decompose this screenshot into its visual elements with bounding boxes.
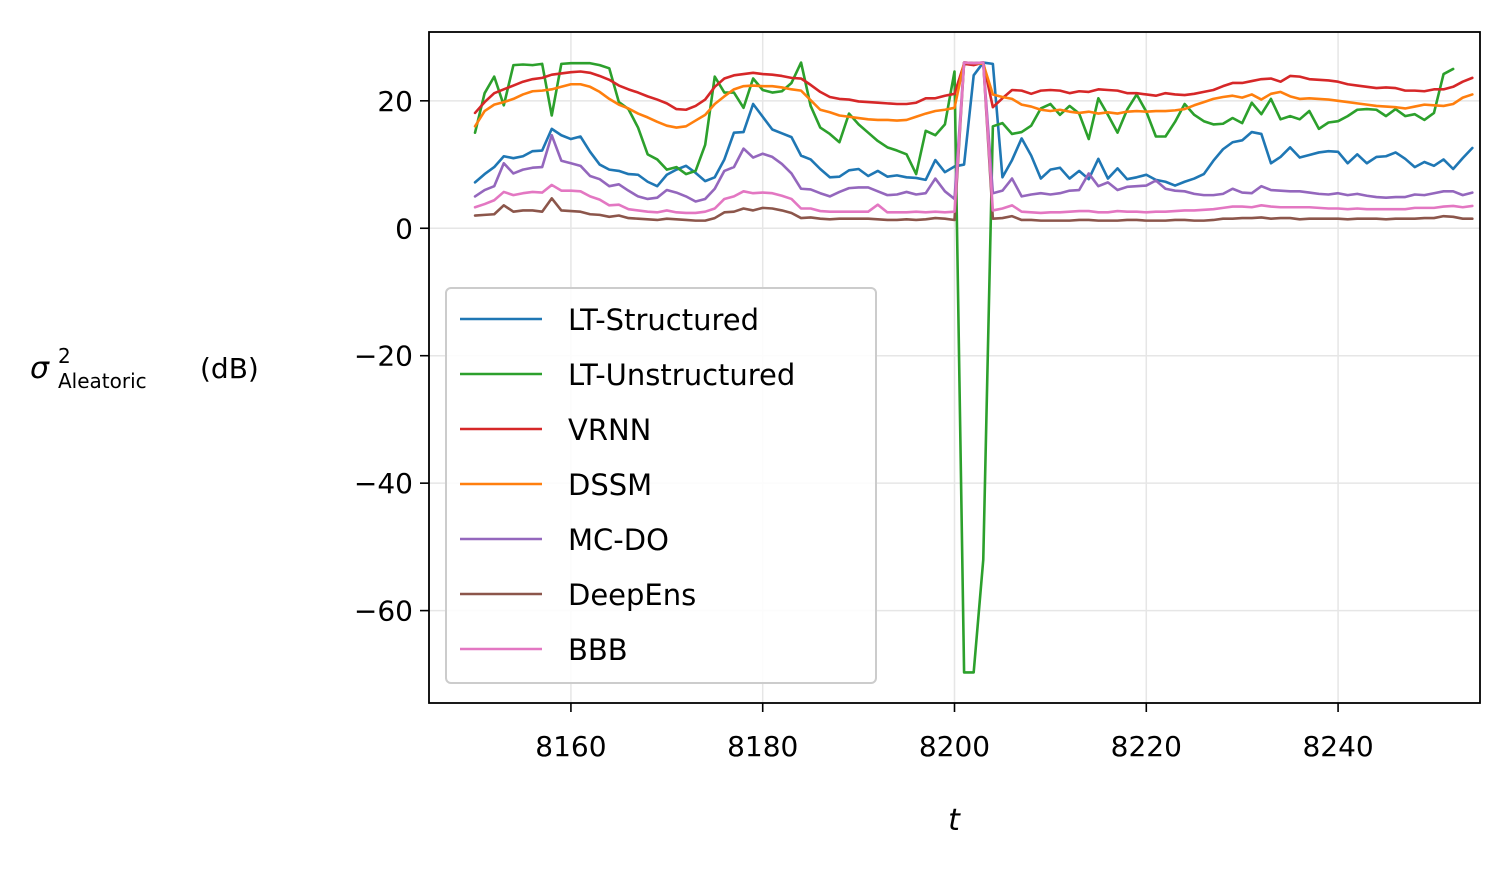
x-tick-label: 8200 bbox=[919, 730, 990, 763]
legend-item: LT-Unstructured bbox=[460, 358, 795, 392]
x-tick-label: 8220 bbox=[1111, 730, 1182, 763]
legend-label: DeepEns bbox=[568, 578, 696, 612]
y-axis-label-superscript: 2 bbox=[58, 344, 71, 368]
legend-label: LT-Structured bbox=[568, 303, 759, 337]
series-line-lt-structured bbox=[473, 61, 1474, 188]
series-line-lt-unstructured bbox=[473, 61, 1455, 674]
legend-item: LT-Structured bbox=[460, 303, 759, 337]
x-tick-label: 8180 bbox=[727, 730, 798, 763]
plot-area bbox=[473, 61, 1474, 674]
y-tick-label: 20 bbox=[377, 85, 413, 118]
legend-frame bbox=[445, 287, 877, 684]
y-tick-label: −40 bbox=[354, 467, 413, 500]
x-tick-label: 8240 bbox=[1302, 730, 1373, 763]
legend-label: LT-Unstructured bbox=[568, 358, 795, 392]
series-line-vrnn bbox=[473, 61, 1474, 115]
x-axis: 8160 8180 8200 8220 8240 bbox=[535, 703, 1374, 763]
y-axis-label-symbol: σ bbox=[30, 351, 50, 386]
y-axis-label-subscript: Aleatoric bbox=[58, 369, 147, 393]
legend-item: DeepEns bbox=[460, 578, 696, 612]
legend-label: BBB bbox=[568, 633, 628, 667]
legend: LT-Structured LT-Unstructured VRNN DSSM MC-D… bbox=[445, 287, 877, 684]
y-axis-label-unit: (dB) bbox=[200, 352, 259, 385]
legend-item: DSSM bbox=[460, 468, 652, 502]
legend-label: DSSM bbox=[568, 468, 652, 502]
legend-label: VRNN bbox=[568, 413, 651, 447]
x-tick-label: 8160 bbox=[535, 730, 606, 763]
y-tick-label: −60 bbox=[354, 595, 413, 628]
y-tick-label: −20 bbox=[354, 340, 413, 373]
legend-item: MC-DO bbox=[460, 523, 669, 557]
legend-item: BBB bbox=[460, 633, 628, 667]
y-axis-label: σ 2 Aleatoric (dB) bbox=[30, 344, 259, 393]
y-axis: 20 0 −20 −40 −60 bbox=[354, 85, 429, 628]
legend-item: VRNN bbox=[460, 413, 651, 447]
x-axis-label: t bbox=[948, 803, 961, 838]
series-line-bbb bbox=[473, 61, 1474, 215]
legend-label: MC-DO bbox=[568, 523, 669, 557]
series-lines bbox=[473, 61, 1474, 674]
y-tick-label: 0 bbox=[395, 212, 413, 245]
